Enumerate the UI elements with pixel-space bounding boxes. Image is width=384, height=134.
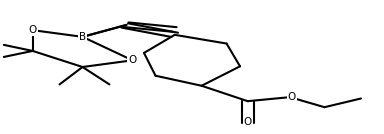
Text: O: O bbox=[128, 55, 137, 65]
Text: O: O bbox=[28, 25, 37, 35]
Text: B: B bbox=[79, 32, 86, 42]
Text: O: O bbox=[288, 92, 296, 102]
Text: O: O bbox=[243, 117, 252, 127]
